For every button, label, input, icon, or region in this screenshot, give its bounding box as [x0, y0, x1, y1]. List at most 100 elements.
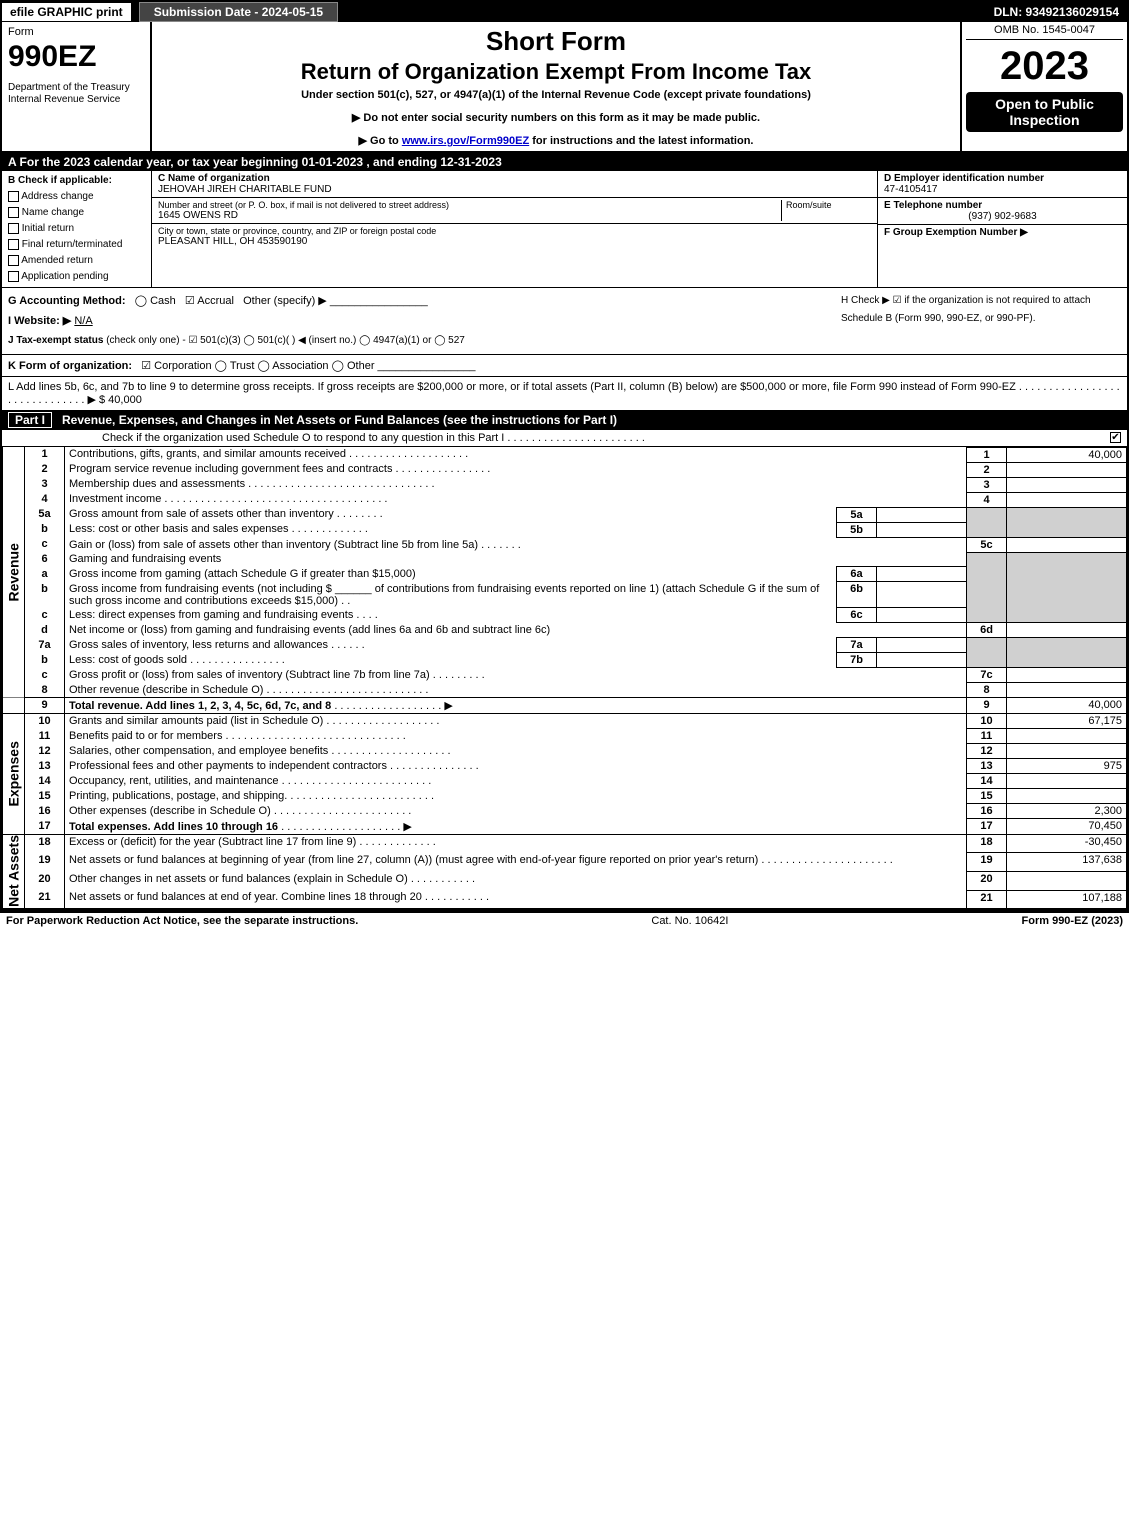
note-irs-post: for instructions and the latest informat… [532, 135, 753, 147]
form-number: 990EZ [8, 40, 144, 74]
line-10-desc: Grants and similar amounts paid (list in… [69, 715, 323, 727]
line-7a-subval [877, 638, 967, 653]
b-title: B Check if applicable: [8, 173, 145, 189]
line-6b-desc: Gross income from fundraising events (no… [65, 582, 837, 608]
g-accrual[interactable]: Accrual [197, 295, 234, 307]
open-public-inspection: Open to Public Inspection [966, 92, 1123, 132]
d-ein-label: D Employer identification number [884, 173, 1121, 184]
line-5b-desc: Less: cost or other basis and sales expe… [69, 523, 289, 535]
column-b-checkboxes: B Check if applicable: Address change Na… [2, 171, 152, 287]
line-17-desc: Total expenses. Add lines 10 through 16 [69, 821, 278, 833]
line-21-val: 107,188 [1007, 890, 1127, 909]
chk-name-change[interactable]: Name change [8, 205, 145, 221]
c-name-label: C Name of organization [158, 173, 859, 184]
note-ssn: Do not enter social security numbers on … [352, 111, 760, 124]
row-k-form-org: K Form of organization: ☑ Corporation ◯ … [2, 354, 1127, 376]
line-7b-desc: Less: cost of goods sold [69, 654, 187, 666]
line-8-val [1007, 683, 1127, 698]
line-7b-subval [877, 653, 967, 668]
chk-application-pending[interactable]: Application pending [8, 269, 145, 285]
row-a-tax-year: A For the 2023 calendar year, or tax yea… [2, 153, 1127, 171]
subtitle-under-section: Under section 501(c), 527, or 4947(a)(1)… [158, 89, 954, 101]
part-1-title: Revenue, Expenses, and Changes in Net As… [62, 413, 617, 427]
title-return-exempt: Return of Organization Exempt From Incom… [158, 59, 954, 85]
f-group-exemption: F Group Exemption Number ▶ [884, 227, 1121, 238]
chk-final-return[interactable]: Final return/terminated [8, 237, 145, 253]
phone-value: (937) 902-9683 [884, 211, 1121, 222]
note-irs-link: ▶ Go to www.irs.gov/Form990EZ for instru… [359, 134, 754, 147]
line-11-desc: Benefits paid to or for members [69, 730, 222, 742]
line-18-desc: Excess or (deficit) for the year (Subtra… [69, 836, 356, 848]
line-5a-sub: 5a [837, 507, 877, 522]
c-street-label: Number and street (or P. O. box, if mail… [158, 200, 781, 210]
line-7a-desc: Gross sales of inventory, less returns a… [69, 639, 328, 651]
part-1-checkbox[interactable] [1110, 432, 1121, 443]
row-j-tax-exempt: J Tax-exempt status (check only one) - ☑… [8, 332, 841, 350]
j-options[interactable]: (check only one) - ☑ 501(c)(3) ◯ 501(c)(… [106, 335, 465, 346]
org-name: JEHOVAH JIREH CHARITABLE FUND [158, 184, 871, 195]
line-6c-sub: 6c [837, 608, 877, 623]
footer-paperwork: For Paperwork Reduction Act Notice, see … [6, 915, 358, 927]
line-15-desc: Printing, publications, postage, and shi… [69, 790, 287, 802]
efile-print[interactable]: efile GRAPHIC print [2, 3, 133, 21]
submission-date: Submission Date - 2024-05-15 [139, 2, 338, 22]
line-6d-val [1007, 623, 1127, 638]
chk-address-change[interactable]: Address change [8, 189, 145, 205]
line-8-desc: Other revenue (describe in Schedule O) [69, 684, 263, 696]
line-2-val [1007, 462, 1127, 477]
row-l-gross-receipts: L Add lines 5b, 6c, and 7b to line 9 to … [2, 376, 1127, 410]
row-i-website: I Website: ▶ N/A [8, 312, 841, 332]
e-phone-label: E Telephone number [884, 200, 1121, 211]
lines-table: Revenue 1 Contributions, gifts, grants, … [2, 447, 1127, 910]
line-21-desc: Net assets or fund balances at end of ye… [69, 891, 422, 903]
note-irs-pre: Go to [370, 135, 402, 147]
omb-number: OMB No. 1545-0047 [966, 24, 1123, 40]
part-1-sub-text: Check if the organization used Schedule … [102, 432, 504, 444]
line-2-desc: Program service revenue including govern… [69, 463, 392, 475]
header-center: Short Form Return of Organization Exempt… [152, 22, 962, 151]
line-6b-sub: 6b [837, 582, 877, 608]
ein-value: 47-4105417 [884, 184, 1121, 195]
k-label: K Form of organization: [8, 360, 132, 372]
net-assets-label: Net Assets [3, 834, 25, 909]
line-17-arrow: ▶ [403, 821, 411, 833]
line-9-desc: Total revenue. Add lines 1, 2, 3, 4, 5c,… [69, 700, 331, 712]
line-7c-desc: Gross profit or (loss) from sales of inv… [69, 669, 430, 681]
line-3-desc: Membership dues and assessments [69, 478, 245, 490]
line-6c-desc: Less: direct expenses from gaming and fu… [69, 609, 353, 621]
form-header: Form 990EZ Department of the Treasury In… [2, 22, 1127, 153]
line-5c-val [1007, 537, 1127, 552]
line-19-desc: Net assets or fund balances at beginning… [69, 854, 758, 866]
line-17-val: 70,450 [1007, 819, 1127, 835]
room-suite-label: Room/suite [786, 200, 871, 210]
line-1-val: 40,000 [1007, 447, 1127, 462]
line-6-desc: Gaming and fundraising events [65, 552, 967, 567]
g-other[interactable]: Other (specify) ▶ [243, 295, 327, 307]
footer-catno: Cat. No. 10642I [651, 915, 728, 927]
g-label: G Accounting Method: [8, 295, 126, 307]
line-6a-subval [877, 567, 967, 582]
website-value: N/A [74, 315, 92, 327]
k-options[interactable]: ☑ Corporation ◯ Trust ◯ Association ◯ Ot… [141, 360, 374, 372]
line-12-val [1007, 744, 1127, 759]
part-1-num: Part I [8, 412, 52, 428]
line-18-val: -30,450 [1007, 834, 1127, 853]
part-1-header: Part I Revenue, Expenses, and Changes in… [2, 410, 1127, 430]
section-bcdef: B Check if applicable: Address change Na… [2, 171, 1127, 287]
line-13-val: 975 [1007, 759, 1127, 774]
line-9-arrow: ▶ [444, 700, 452, 712]
header-right: OMB No. 1545-0047 2023 Open to Public In… [962, 22, 1127, 151]
revenue-label: Revenue [3, 447, 25, 698]
chk-amended-return[interactable]: Amended return [8, 253, 145, 269]
c-city-label: City or town, state or province, country… [158, 226, 871, 236]
line-5a-subval [877, 507, 967, 522]
chk-initial-return[interactable]: Initial return [8, 221, 145, 237]
g-cash[interactable]: Cash [150, 295, 176, 307]
row-h-schedule-b: H Check ▶ ☑ if the organization is not r… [841, 292, 1121, 350]
part-1-sub: Check if the organization used Schedule … [2, 430, 1127, 447]
i-label: I Website: ▶ [8, 315, 71, 327]
form-label: Form [8, 26, 144, 38]
expenses-label: Expenses [3, 714, 25, 835]
line-19-val: 137,638 [1007, 853, 1127, 872]
irs-link[interactable]: www.irs.gov/Form990EZ [402, 135, 529, 147]
